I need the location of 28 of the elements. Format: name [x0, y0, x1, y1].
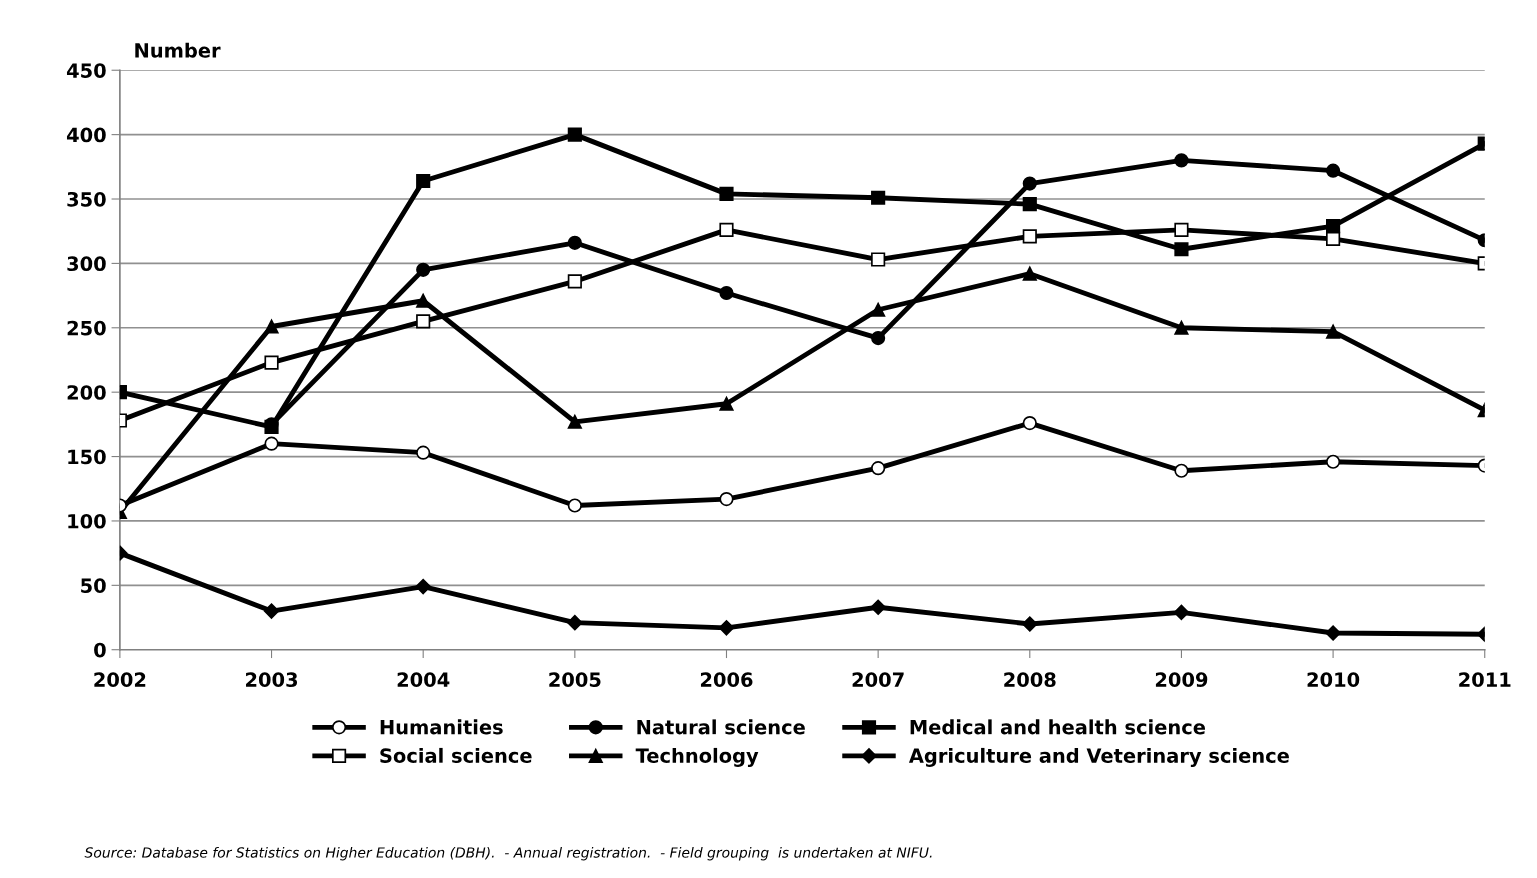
- source-note: Source: Database for Statistics on Higher Education (DBH). - Annual registration. - Field grouping is undertaken at NIFU.: [84, 847, 932, 861]
- x-tick-label: 2007: [852, 672, 904, 687]
- legend-label: Medical and health science: [910, 719, 1205, 735]
- legend-label: Agriculture and Veterinary science: [908, 747, 1289, 767]
- x-tick-label: 2011: [1459, 672, 1511, 687]
- legend-label: Natural science: [637, 719, 805, 735]
- y-tick-label: 0: [94, 642, 106, 658]
- x-tick-label: 2003: [246, 672, 298, 687]
- y-tick-label: 400: [66, 127, 106, 143]
- legend-label: Humanities: [380, 719, 503, 735]
- y-tick-label: 150: [68, 449, 106, 465]
- x-tick-label: 2005: [549, 672, 601, 687]
- y-tick-label: 450: [66, 63, 106, 78]
- y-tick-label: 100: [68, 513, 106, 529]
- y-tick-label: 350: [67, 191, 106, 207]
- y-tick-label: 200: [67, 385, 106, 400]
- x-tick-label: 2009: [1155, 672, 1208, 687]
- y-axis-title: Number: [135, 42, 221, 58]
- y-tick-label: 50: [81, 578, 106, 593]
- x-tick-label: 2006: [700, 672, 753, 687]
- legend-label: Social science: [380, 747, 532, 763]
- legend-label: Technology: [635, 747, 759, 767]
- x-tick-label: 2004: [397, 672, 450, 687]
- y-tick-label: 250: [67, 320, 106, 336]
- y-tick-label: 300: [67, 256, 106, 272]
- x-tick-label: 2008: [1004, 672, 1056, 687]
- x-tick-label: 2002: [94, 672, 146, 687]
- x-tick-label: 2010: [1307, 672, 1360, 687]
